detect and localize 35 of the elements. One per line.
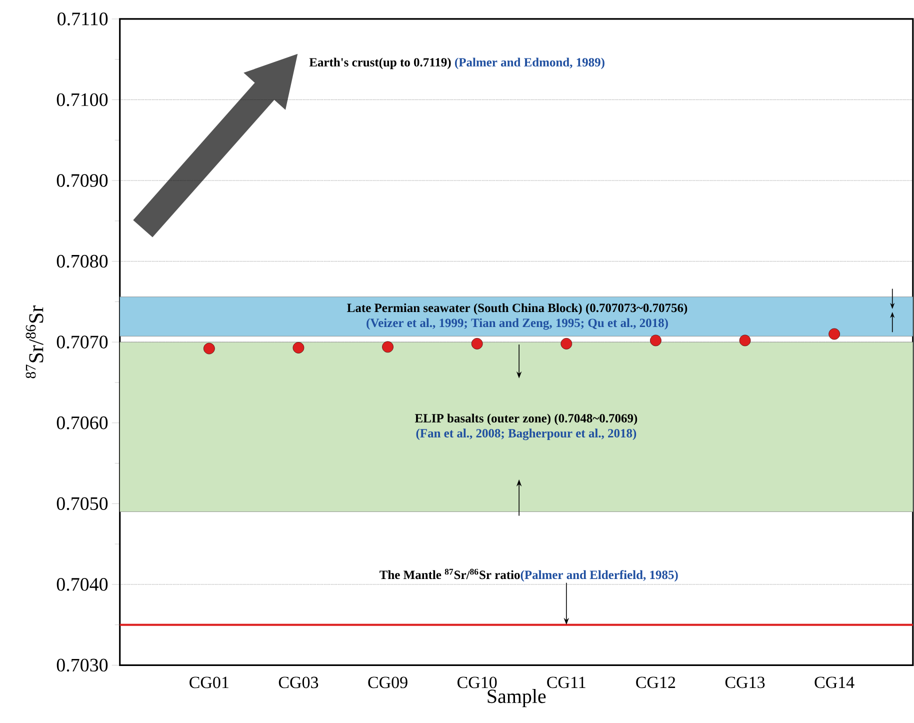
- annotation: Earth's crust(up to 0.7119): [309, 58, 451, 70]
- annotation: (Palmer and Edmond, 1989): [455, 58, 604, 70]
- y-tick-label: 0.7110: [58, 12, 108, 26]
- y-tick-label: 0.7050: [56, 497, 108, 510]
- point: [382, 341, 394, 353]
- y-tick-label: 0.7080: [56, 254, 108, 268]
- y-tick-label: 0.7090: [56, 174, 108, 187]
- point: [650, 334, 662, 346]
- annotation: (Palmer and Elderfield, 1985): [520, 570, 678, 582]
- annotation: The Mantle $^{87}$Sr/$^{86}$Sr ratio: [380, 568, 520, 580]
- x-tick-label: CG10: [457, 676, 497, 688]
- annotation: (Fan et al., 2008; Bagherpour et al., 2018): [416, 428, 636, 440]
- x-tick-label: CG11: [547, 676, 586, 688]
- x-tick-label: CG14: [814, 676, 854, 688]
- point: [739, 334, 751, 346]
- point: [560, 338, 572, 350]
- x-tick-label: CG12: [636, 676, 676, 688]
- x-axis-title: Sample: [488, 688, 546, 708]
- x-tick-label: CG09: [368, 676, 408, 688]
- point: [203, 342, 215, 354]
- point: [471, 338, 483, 350]
- y-tick-label: 0.7030: [56, 658, 108, 672]
- y-axis-title: $^{87}$Sr/$^{86}$Sr: [26, 305, 44, 378]
- point: [828, 328, 840, 340]
- band-label: Late Permian seawater (South China Block) (0.707073~0.70756): [347, 303, 688, 315]
- y-tick-label: 0.7070: [56, 336, 108, 348]
- point: [292, 342, 304, 354]
- x-tick-label: CG01: [190, 676, 228, 688]
- band-label: ELIP basalts (outer zone) (0.7048~0.7069): [414, 414, 638, 425]
- y-tick-label: 0.7060: [56, 416, 108, 430]
- y-tick-label: 0.7100: [56, 93, 108, 106]
- x-tick-label: CG13: [725, 676, 765, 688]
- y-tick-label: 0.7040: [56, 578, 108, 591]
- annotation: (Veizer et al., 1999; Tian and Zeng, 1995; Qu et al., 2018): [366, 318, 668, 330]
- x-tick-label: CG03: [278, 676, 318, 688]
